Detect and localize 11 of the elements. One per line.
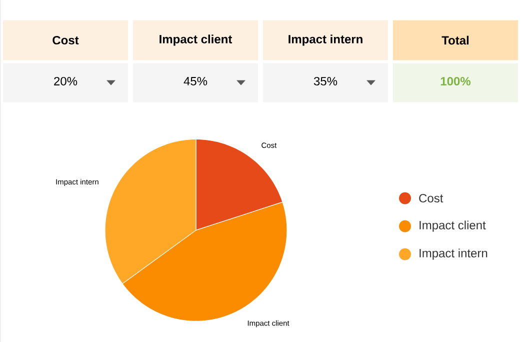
category-label: Impact intern <box>288 34 362 46</box>
text: 35% <box>314 76 338 86</box>
text: 45% <box>184 76 208 86</box>
text: 100% <box>440 76 471 86</box>
legend-label: Impact client <box>420 220 486 232</box>
legend-label: Impact intern <box>420 248 488 260</box>
text: 20% <box>54 76 78 86</box>
category-label: Impact client <box>160 34 232 46</box>
text: Total <box>442 36 469 44</box>
category-label: Cost <box>52 36 79 44</box>
legend-label: Cost <box>419 194 444 202</box>
